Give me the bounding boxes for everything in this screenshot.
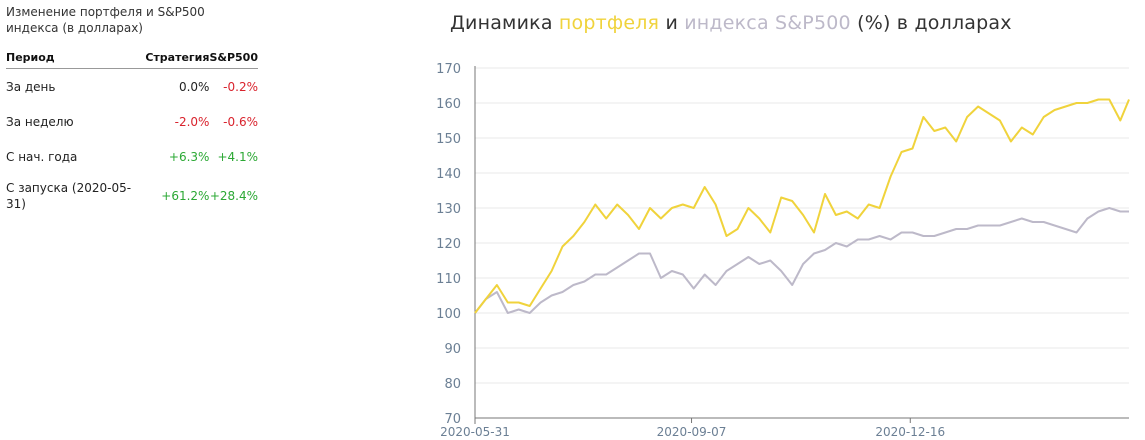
header-sp500: S&P500 <box>209 49 258 69</box>
strategy-cell: 0.0% <box>178 79 210 94</box>
y-tick-label: 170 <box>436 62 461 77</box>
table-header-row: Период Стратегия S&P500 <box>6 49 258 69</box>
title-suffix: (%) в долларах <box>850 12 1012 34</box>
y-tick-label: 110 <box>436 272 461 287</box>
table-row: С нач. года +6.3% +4.1% <box>6 139 258 174</box>
y-tick-label: 160 <box>436 97 461 112</box>
title-index: индекса S&P500 <box>684 12 851 34</box>
strategy-cell: +6.3% <box>168 149 210 164</box>
performance-panel: Изменение портфеля и S&P500 индекса (в д… <box>6 4 258 218</box>
header-period: Период <box>6 49 146 69</box>
x-tick-label: 2020-12-16 <box>875 425 945 439</box>
portfolio-line <box>474 98 1130 314</box>
sp500-cell: -0.2% <box>223 79 258 94</box>
table-heading: Изменение портфеля и S&P500 индекса (в д… <box>6 5 205 35</box>
title-mid: и <box>659 12 685 34</box>
strategy-cell: -2.0% <box>174 114 210 129</box>
x-tick-label: 2020-05-31 <box>440 425 510 439</box>
sp500-cell: +4.1% <box>217 149 258 164</box>
table-row: За день 0.0% -0.2% <box>6 69 258 105</box>
table-row: С запуска (2020-05-31) +61.2% +28.4% <box>6 174 258 218</box>
chart-title: Динамика портфеля и индекса S&P500 (%) в… <box>450 12 1012 34</box>
x-tick-label: 2020-09-07 <box>657 425 727 439</box>
period-cell: За день <box>6 79 56 94</box>
sp500-line <box>474 207 1129 314</box>
table-row: За неделю -2.0% -0.6% <box>6 104 258 139</box>
strategy-cell: +61.2% <box>161 189 210 203</box>
y-tick-label: 90 <box>444 342 461 357</box>
performance-table: Период Стратегия S&P500 За день 0.0% -0.… <box>6 49 258 218</box>
y-tick-label: 150 <box>436 132 461 147</box>
header-strategy: Стратегия <box>145 49 210 69</box>
period-cell: За неделю <box>6 114 74 129</box>
y-tick-label: 140 <box>436 167 461 182</box>
period-cell: С запуска (2020-05-31) <box>6 181 132 211</box>
y-tick-label: 120 <box>436 237 461 252</box>
sp500-cell: -0.6% <box>223 114 258 129</box>
y-tick-label: 80 <box>444 377 461 392</box>
y-tick-label: 70 <box>444 412 461 427</box>
title-prefix: Динамика <box>450 12 559 34</box>
period-cell: С нач. года <box>6 149 78 164</box>
sp500-cell: +28.4% <box>209 189 258 203</box>
y-tick-label: 100 <box>436 307 461 322</box>
title-portfolio: портфеля <box>558 12 660 34</box>
y-tick-label: 130 <box>436 202 461 217</box>
